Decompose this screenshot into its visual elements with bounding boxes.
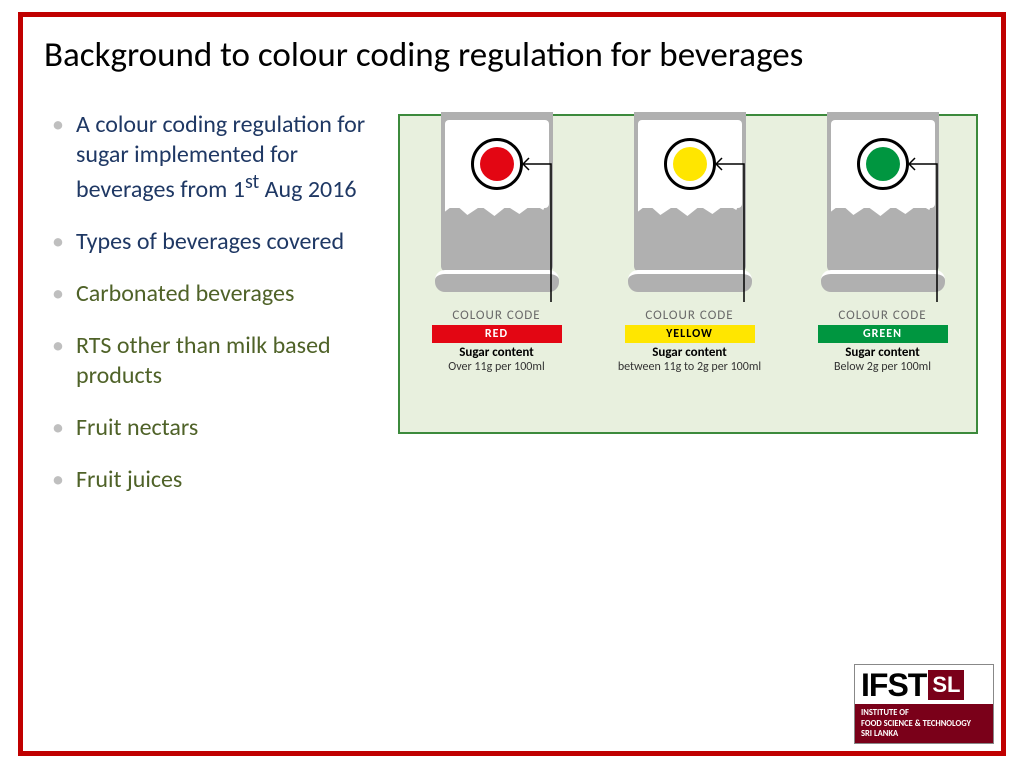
code-band: YELLOW xyxy=(625,325,755,343)
bullet-text: A colour coding regulation for sugar imp… xyxy=(76,110,365,204)
bullet-list: A colour coding regulation for sugar imp… xyxy=(48,110,378,517)
code-block: COLOUR CODE YELLOW Sugar content between… xyxy=(610,308,770,374)
bottle-illustration xyxy=(813,112,953,302)
bullet-text: Carbonated beverages xyxy=(76,279,294,308)
colour-circle-outer xyxy=(664,138,716,190)
code-band: GREEN xyxy=(818,325,948,343)
code-band: RED xyxy=(432,325,562,343)
code-block: COLOUR CODE RED Sugar content Over 11g p… xyxy=(417,308,577,374)
bottle-illustration xyxy=(427,112,567,302)
bullet-item: A colour coding regulation for sugar imp… xyxy=(48,110,378,205)
code-sub1: Sugar content xyxy=(803,345,963,360)
code-sub2: Over 11g per 100ml xyxy=(417,360,577,374)
logo-text-sl: SL xyxy=(928,670,964,700)
logo-line: FOOD SCIENCE & TECHNOLOGY xyxy=(861,719,987,729)
code-block: COLOUR CODE GREEN Sugar content Below 2g… xyxy=(803,308,963,374)
callout-line xyxy=(523,152,583,312)
colour-code-panel: COLOUR CODE RED Sugar content Over 11g p… xyxy=(398,114,978,434)
colour-circle-inner xyxy=(673,147,707,181)
logo-line: SRI LANKA xyxy=(861,729,987,739)
bullet-text: RTS other than milk based products xyxy=(76,331,331,390)
bullet-item: Types of beverages covered xyxy=(48,227,378,257)
logo-line: INSTITUTE OF xyxy=(861,708,987,718)
bottle-group-yellow: COLOUR CODE YELLOW Sugar content between… xyxy=(593,116,786,374)
colour-circle-outer xyxy=(857,138,909,190)
bottle-illustration xyxy=(620,112,760,302)
bottle-group-red: COLOUR CODE RED Sugar content Over 11g p… xyxy=(400,116,593,374)
bullet-text: Fruit juices xyxy=(76,465,182,494)
logo-top: IFST SL xyxy=(855,665,993,704)
callout-line xyxy=(909,152,969,312)
ifst-logo: IFST SL INSTITUTE OF FOOD SCIENCE & TECH… xyxy=(854,664,994,744)
bullet-text: Types of beverages covered xyxy=(76,227,344,256)
colour-circle-inner xyxy=(866,147,900,181)
code-sub1: Sugar content xyxy=(610,345,770,360)
colour-circle-outer xyxy=(471,138,523,190)
code-sub2: between 11g to 2g per 100ml xyxy=(610,360,770,374)
bullet-item: Fruit juices xyxy=(48,465,378,495)
callout-line xyxy=(716,152,776,312)
code-sub2: Below 2g per 100ml xyxy=(803,360,963,374)
logo-bottom: INSTITUTE OF FOOD SCIENCE & TECHNOLOGY S… xyxy=(855,704,993,743)
colour-circle-inner xyxy=(480,147,514,181)
bottle-group-green: COLOUR CODE GREEN Sugar content Below 2g… xyxy=(786,116,979,374)
bullet-text: Fruit nectars xyxy=(76,413,198,442)
logo-text-ifst: IFST xyxy=(861,667,926,704)
slide-title: Background to colour coding regulation f… xyxy=(44,34,980,76)
code-sub1: Sugar content xyxy=(417,345,577,360)
bullet-item: Fruit nectars xyxy=(48,413,378,443)
bullet-item: Carbonated beverages xyxy=(48,279,378,309)
bullet-item: RTS other than milk based products xyxy=(48,331,378,391)
